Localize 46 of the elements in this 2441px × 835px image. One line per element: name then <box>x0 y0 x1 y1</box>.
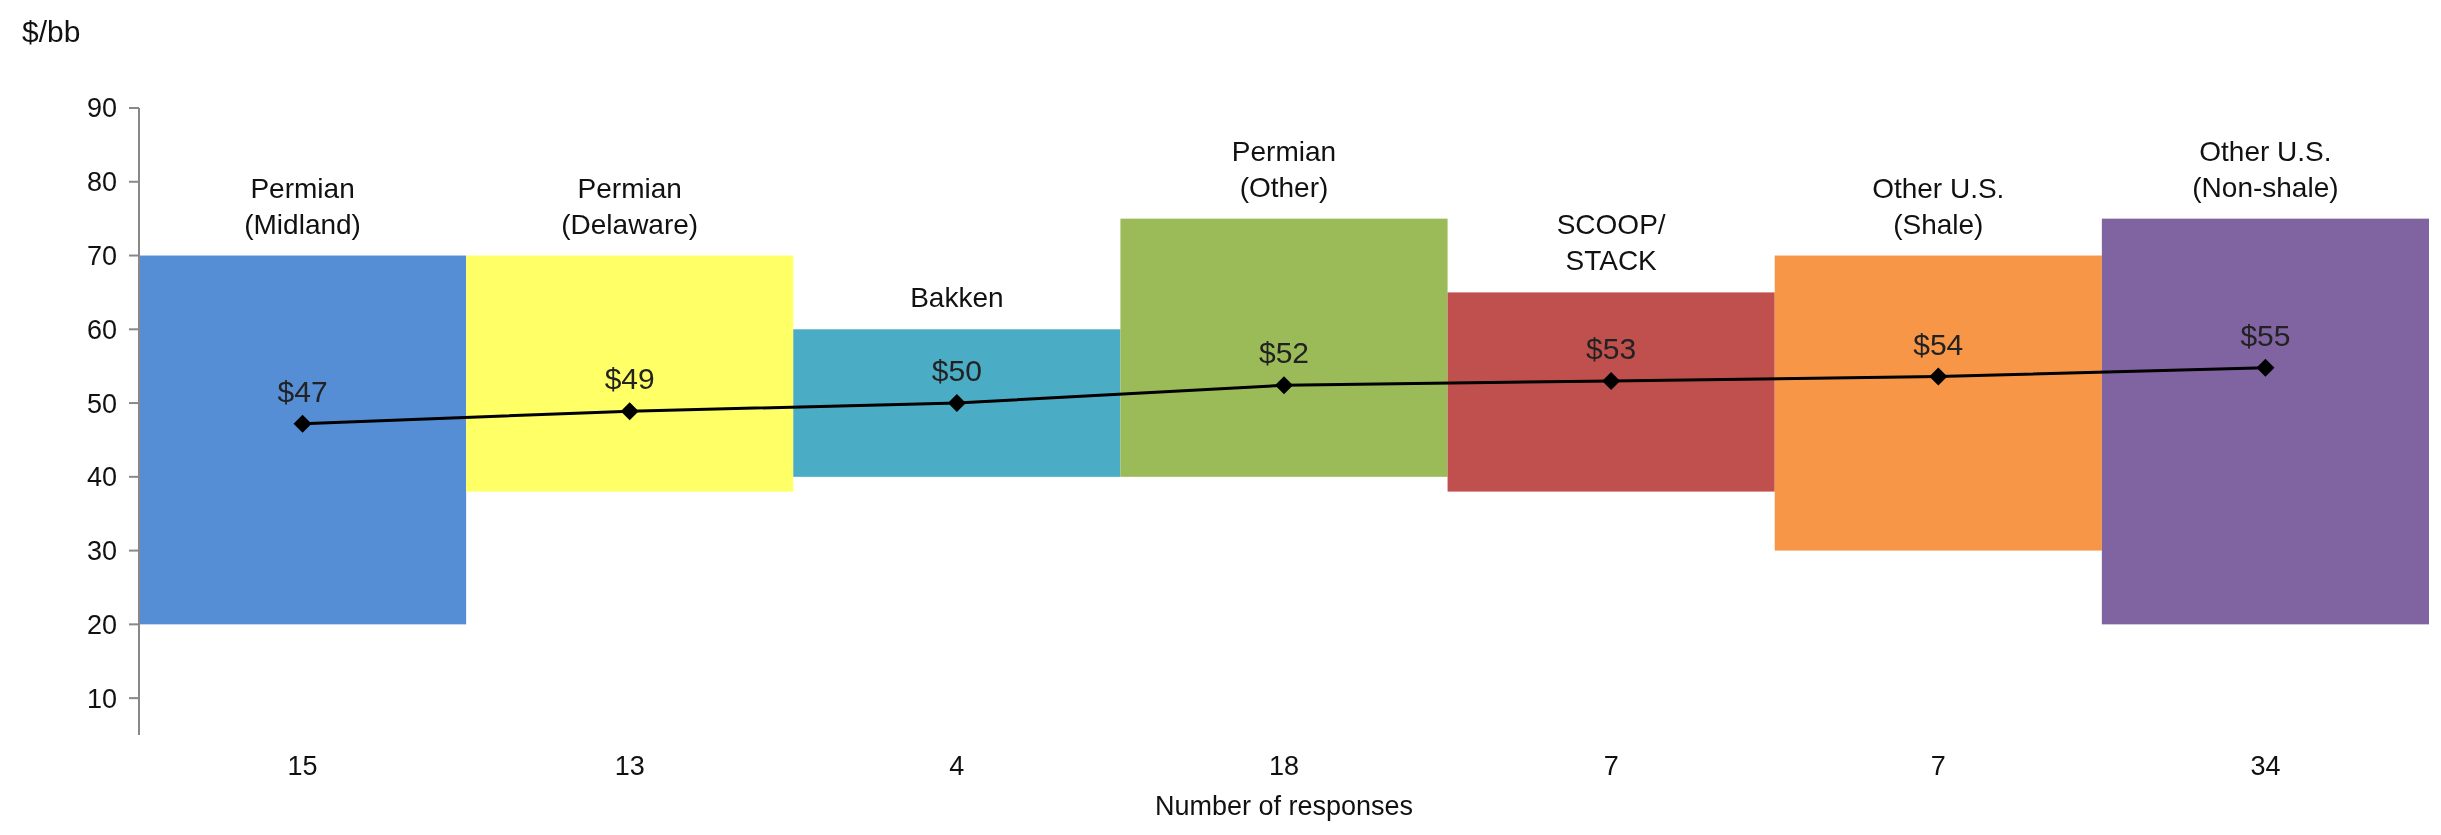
bar <box>1774 255 2102 551</box>
x-tick-label: 4 <box>949 751 965 781</box>
data-label: $53 <box>1586 331 1637 365</box>
x-tick-label: 7 <box>1930 751 1946 781</box>
data-label: $50 <box>931 354 982 388</box>
annotation: SCOOP/ STACK <box>1556 209 1666 277</box>
x-tick-label: 18 <box>1268 751 1300 781</box>
point <box>620 402 639 421</box>
bar <box>793 329 1121 477</box>
data-label: $52 <box>1258 336 1310 370</box>
x-axis-title: Number of responses <box>1154 791 1414 821</box>
y-tick-label: 60 <box>86 314 117 345</box>
data-label: $49 <box>604 362 655 396</box>
bar <box>1120 218 1448 477</box>
annotation: Permian (Delaware) <box>561 172 699 240</box>
bar <box>139 255 467 625</box>
x-tick-label: 7 <box>1603 751 1619 781</box>
annotation: Bakken <box>910 282 1004 314</box>
y-tick-label: 40 <box>86 462 117 493</box>
annotation: Other U.S. (Shale) <box>1872 172 2005 240</box>
data-label: $54 <box>1913 327 1964 361</box>
x-tick-label: 34 <box>2250 751 2281 781</box>
y-tick-label: 30 <box>86 536 117 567</box>
annotation: Other U.S. (Non-shale) <box>2192 135 2339 203</box>
y-tick-label: 80 <box>86 167 117 198</box>
y-tick-label: 70 <box>86 240 117 271</box>
bar <box>2101 218 2429 625</box>
y-tick-label: 90 <box>86 93 117 124</box>
point <box>947 394 966 413</box>
point <box>2256 358 2275 377</box>
y-tick-label: 10 <box>86 683 117 714</box>
point <box>1275 376 1293 395</box>
y-tick-label: 50 <box>86 388 117 419</box>
point <box>1929 367 1948 386</box>
y-tick-label: 20 <box>86 609 117 640</box>
point <box>1602 371 1621 390</box>
data-label: $47 <box>277 374 328 408</box>
data-label: $55 <box>2240 318 2291 352</box>
x-tick-label: 15 <box>287 751 318 781</box>
x-tick-label: 13 <box>614 751 645 781</box>
bar <box>1447 292 1775 492</box>
annotation: Permian (Other) <box>1231 135 1337 203</box>
y-axis-title: $/bb <box>22 15 81 48</box>
bar <box>466 255 794 492</box>
point <box>293 414 312 433</box>
annotation: Permian (Midland) <box>244 172 361 240</box>
